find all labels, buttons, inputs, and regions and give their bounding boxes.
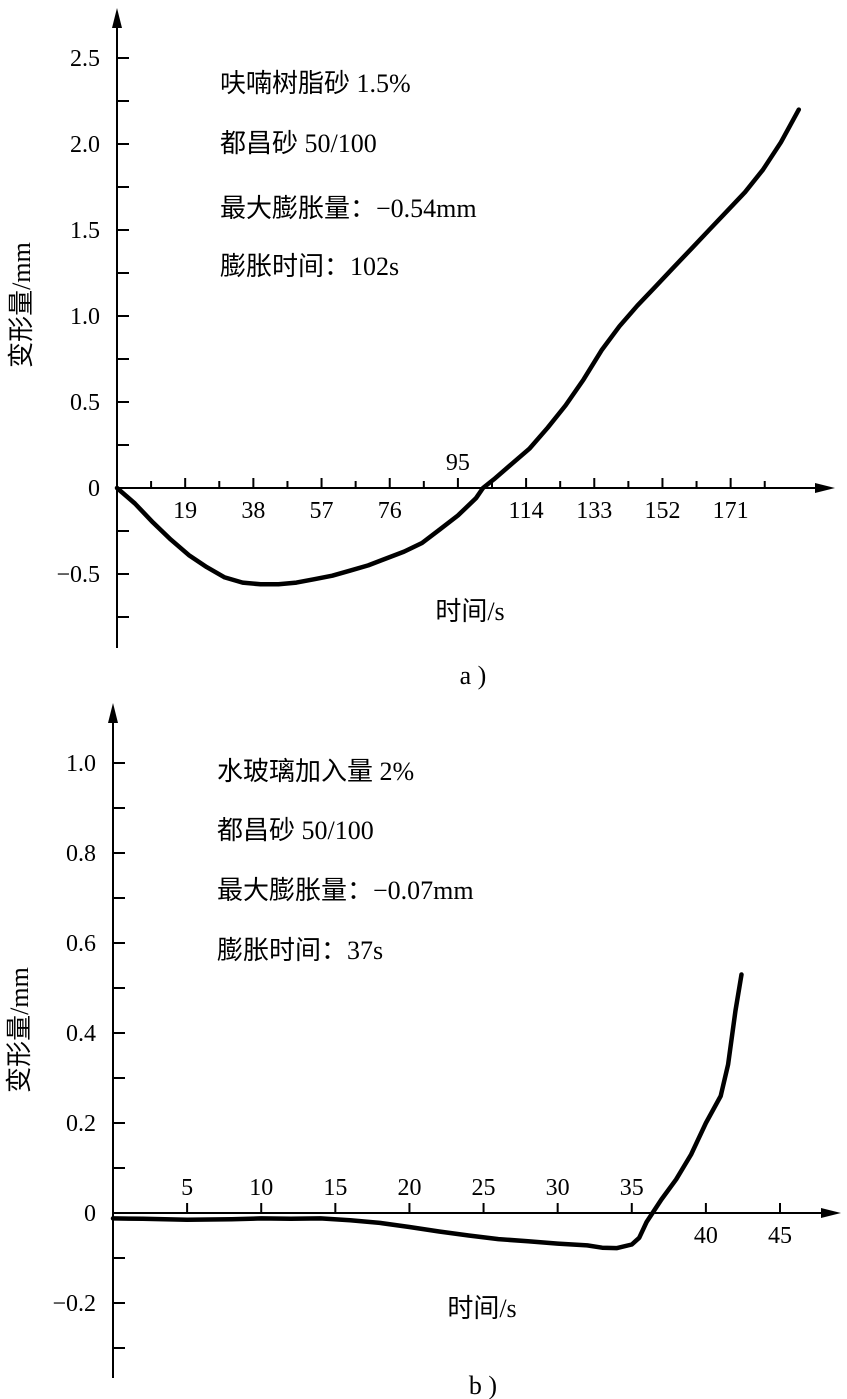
x-tick-label: 114 — [509, 498, 544, 524]
x-tick-label: 133 — [576, 498, 612, 524]
x-axis-arrow — [821, 1208, 841, 1218]
y-tick-label: 0.6 — [66, 931, 96, 957]
x-axis-arrow — [815, 483, 835, 493]
y-tick-label: 2.0 — [70, 132, 100, 158]
annotation-line: 膨胀时间：37s — [217, 936, 383, 965]
y-axis-arrow — [112, 8, 122, 28]
x-axis-title: 时间/s — [435, 597, 504, 626]
y-tick-label: 1.0 — [66, 751, 96, 777]
annotation-line: 呋喃树脂砂 1.5% — [220, 69, 411, 98]
annotation-line: 都昌砂 50/100 — [217, 816, 374, 845]
panel-label: b ) — [469, 1371, 497, 1399]
y-tick-label: 2.5 — [70, 46, 100, 72]
y-tick-label: 0.5 — [70, 390, 100, 416]
chart-panel-b: −0.2 0 0.2 0.4 0.6 0.8 1.0 5 10 15 20 25 30 35 40 45 水玻璃… — [5, 703, 841, 1399]
x-tick-label: 20 — [397, 1175, 421, 1201]
annotation-line: 膨胀时间：102s — [220, 252, 399, 281]
x-tick-label: 10 — [249, 1175, 273, 1201]
x-tick-label: 171 — [713, 498, 749, 524]
y-tick-label: 1.0 — [70, 304, 100, 330]
x-tick-label: 38 — [241, 498, 265, 524]
y-tick-label: 1.5 — [70, 218, 100, 244]
y-axis-title: 变形量/mm — [7, 242, 36, 368]
y-tick-label: 0.2 — [66, 1111, 96, 1137]
x-tick-label: 45 — [768, 1223, 792, 1249]
x-tick-label: 25 — [472, 1175, 496, 1201]
annotation-line: 都昌砂 50/100 — [220, 129, 377, 158]
x-tick-label: 19 — [173, 498, 197, 524]
x-tick-label: 57 — [310, 498, 334, 524]
y-tick-label: −0.2 — [52, 1291, 96, 1317]
x-tick-label: 30 — [546, 1175, 570, 1201]
annotation-line: 最大膨胀量：−0.54mm — [220, 194, 477, 223]
annotation-line: 水玻璃加入量 2% — [217, 757, 414, 786]
y-tick-label: 0.4 — [66, 1021, 96, 1047]
y-tick-label: 0 — [84, 1201, 96, 1227]
x-tick-label: 35 — [620, 1175, 644, 1201]
annotation-line: 最大膨胀量：−0.07mm — [217, 876, 474, 905]
y-axis-title: 变形量/mm — [5, 967, 34, 1093]
x-axis-title: 时间/s — [447, 1294, 516, 1323]
y-tick-label: −0.5 — [56, 562, 100, 588]
x-tick-label: 152 — [644, 498, 680, 524]
panel-label: a ) — [460, 661, 487, 690]
chart-panel-a: −0.5 0 0.5 1.0 1.5 2.0 2.5 19 38 57 76 95 114 133 152 1… — [7, 8, 835, 690]
x-tick-label: 5 — [181, 1175, 193, 1201]
x-tick-label: 40 — [694, 1223, 718, 1249]
x-tick-label: 76 — [378, 498, 402, 524]
series-line — [110, 972, 744, 1251]
y-axis-arrow — [108, 703, 118, 723]
y-tick-label: 0 — [88, 476, 100, 502]
x-tick-label: 95 — [446, 450, 470, 476]
x-tick-label: 15 — [323, 1175, 347, 1201]
y-tick-label: 0.8 — [66, 841, 96, 867]
series-line — [114, 107, 802, 587]
